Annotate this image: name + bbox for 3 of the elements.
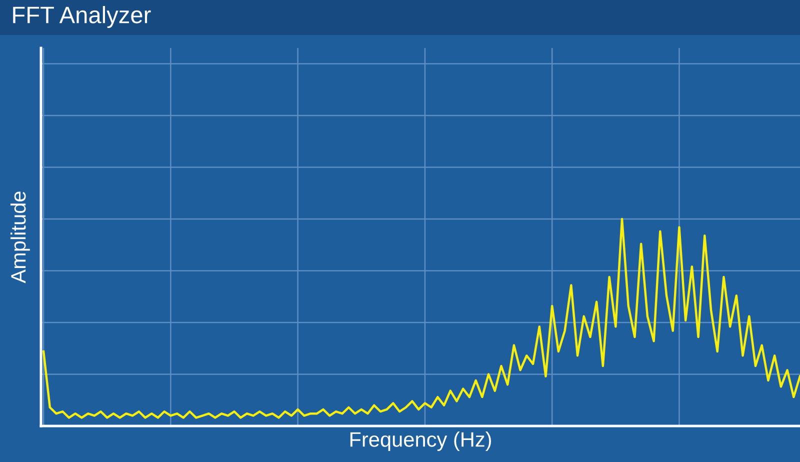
y-axis-title: Amplitude [10, 192, 30, 284]
x-axis-title: Frequency (Hz) [350, 432, 491, 451]
chart-title: FFT Analyzer [13, 6, 151, 28]
